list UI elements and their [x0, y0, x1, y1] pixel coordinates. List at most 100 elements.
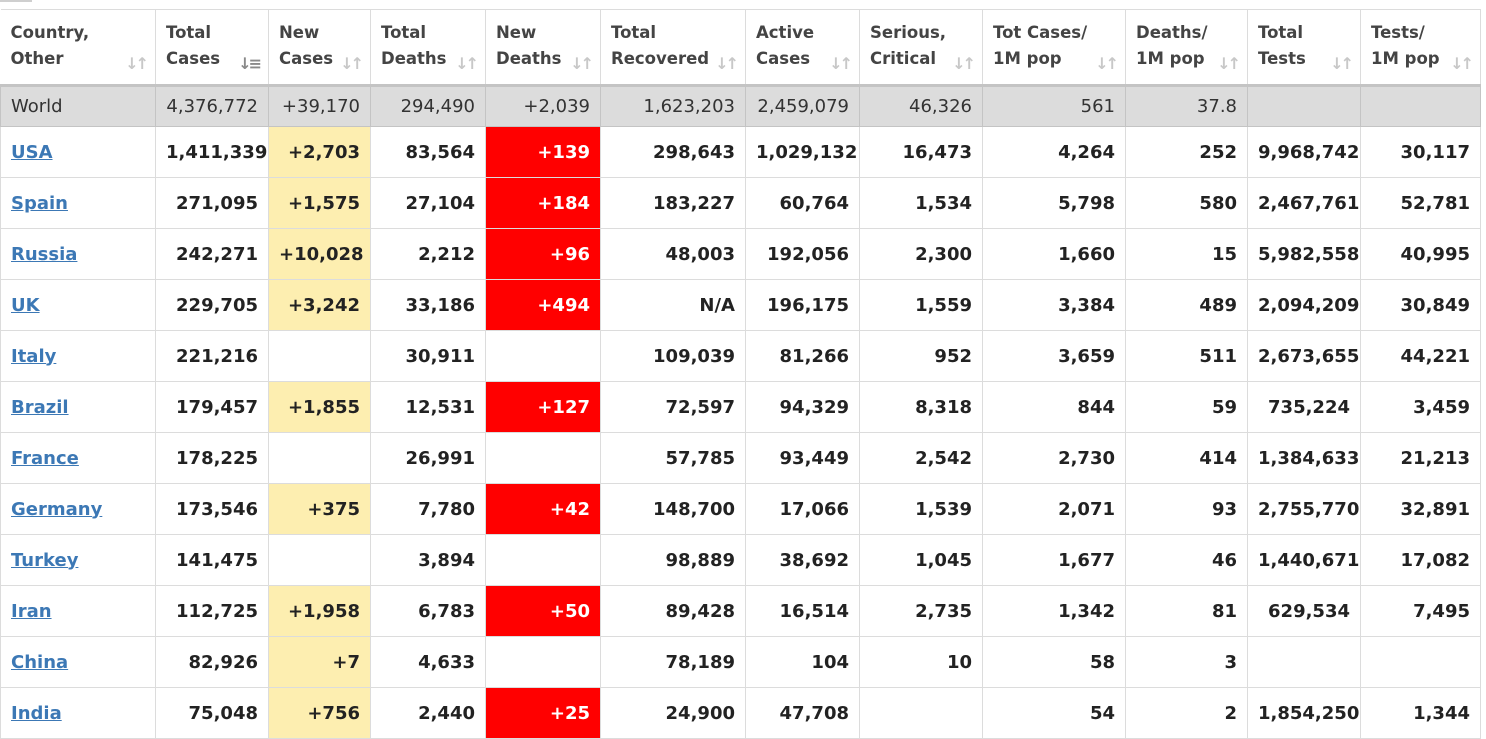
column-header-active-cases[interactable]: Active Cases ↓↑ — [745, 9, 860, 86]
cell-new-deaths: +184 — [485, 177, 601, 229]
cell-tests-per-1m: 21,213 — [1360, 432, 1481, 484]
sort-arrows-icon[interactable]: ↓↑ — [570, 54, 594, 73]
cell-deaths-per-1m: 3 — [1125, 636, 1248, 688]
country-link[interactable]: Italy — [11, 345, 57, 367]
cell-new-cases — [268, 432, 371, 484]
column-header-deaths-per-1m[interactable]: Deaths/1M pop ↓↑ — [1125, 9, 1248, 86]
cell-tot-cases-per-1m: 561 — [982, 84, 1126, 127]
cell-total-deaths: 27,104 — [370, 177, 486, 229]
header-label-line2: Deaths — [381, 49, 447, 68]
cell-total-tests: 9,968,742 — [1247, 126, 1361, 178]
cell-total-deaths: 33,186 — [370, 279, 486, 331]
sort-arrows-icon[interactable]: ↓↑ — [1217, 54, 1241, 73]
cell-new-deaths — [485, 330, 601, 382]
column-header-total-deaths[interactable]: Total Deaths ↓↑ — [370, 9, 486, 86]
cell-new-deaths: +50 — [485, 585, 601, 637]
cell-total-deaths: 30,911 — [370, 330, 486, 382]
cell-new-deaths — [485, 636, 601, 688]
cell-serious-critical: 46,326 — [859, 84, 983, 127]
sort-arrows-icon[interactable]: ↓↑ — [952, 54, 976, 73]
cell-deaths-per-1m: 59 — [1125, 381, 1248, 433]
column-header-new-cases[interactable]: New Cases ↓↑ — [268, 9, 371, 86]
cell-serious-critical: 1,534 — [859, 177, 983, 229]
column-header-country[interactable]: Country, Other ↓↑ — [0, 9, 156, 86]
cell-serious-critical: 2,735 — [859, 585, 983, 637]
country-link[interactable]: France — [11, 447, 79, 469]
country-row-uk: UK 229,705 +3,242 33,186 +494 N/A 196,175 1,559… — [0, 279, 1481, 331]
country-link[interactable]: USA — [11, 141, 53, 163]
cell-tot-cases-per-1m: 58 — [982, 636, 1126, 688]
cell-active-cases: 196,175 — [745, 279, 860, 331]
sort-arrows-icon[interactable]: ↓↑ — [1450, 54, 1474, 73]
country-row-china: China 82,926 +7 4,633 78,189 104 10 58 3 — [0, 636, 1481, 688]
country-row-iran: Iran 112,725 +1,958 6,783 +50 89,428 16,514 2,7… — [0, 585, 1481, 637]
cell-total-deaths: 7,780 — [370, 483, 486, 535]
cell-tot-cases-per-1m: 1,660 — [982, 228, 1126, 280]
cell-serious-critical — [859, 687, 983, 739]
cell-total-cases: 179,457 — [155, 381, 269, 433]
header-label-line2: 1M pop — [1136, 49, 1205, 68]
country-row-germany: Germany 173,546 +375 7,780 +42 148,700 17,066 1… — [0, 483, 1481, 535]
country-link[interactable]: UK — [11, 294, 40, 316]
sort-desc-icon[interactable]: ↓≡ — [238, 54, 262, 73]
cell-new-cases: +7 — [268, 636, 371, 688]
cell-tot-cases-per-1m: 2,730 — [982, 432, 1126, 484]
country-link[interactable]: Germany — [11, 498, 103, 520]
cell-new-cases — [268, 534, 371, 586]
cell-new-deaths: +127 — [485, 381, 601, 433]
cell-country: World — [0, 84, 156, 127]
cell-total-tests: 1,384,633 — [1247, 432, 1361, 484]
header-label-line2: 1M pop — [993, 49, 1062, 68]
sort-arrows-icon[interactable]: ↓↑ — [829, 54, 853, 73]
country-link[interactable]: India — [11, 702, 62, 724]
cell-total-tests: 1,440,671 — [1247, 534, 1361, 586]
world-row: World 4,376,772 +39,170 294,490 +2,039 1,623,… — [0, 84, 1481, 127]
cell-new-cases: +2,703 — [268, 126, 371, 178]
column-header-new-deaths[interactable]: New Deaths ↓↑ — [485, 9, 601, 86]
cell-new-cases: +756 — [268, 687, 371, 739]
cell-serious-critical: 1,045 — [859, 534, 983, 586]
sort-arrows-icon[interactable]: ↓↑ — [1330, 54, 1354, 73]
sort-arrows-icon[interactable]: ↓↑ — [1095, 54, 1119, 73]
country-link[interactable]: Russia — [11, 243, 78, 265]
cell-total-cases: 242,271 — [155, 228, 269, 280]
cell-country: Italy — [0, 330, 156, 382]
country-link[interactable]: Turkey — [11, 549, 79, 571]
cell-tot-cases-per-1m: 54 — [982, 687, 1126, 739]
column-header-serious-critical[interactable]: Serious, Critical ↓↑ — [859, 9, 983, 86]
cell-total-tests: 2,755,770 — [1247, 483, 1361, 535]
country-link[interactable]: Iran — [11, 600, 52, 622]
country-link[interactable]: China — [11, 651, 69, 673]
country-link[interactable]: Spain — [11, 192, 68, 214]
column-header-tot-cases-per-1m[interactable]: Tot Cases/1M pop ↓↑ — [982, 9, 1126, 86]
cell-active-cases: 47,708 — [745, 687, 860, 739]
cell-total-recovered: 98,889 — [600, 534, 746, 586]
cell-total-cases: 271,095 — [155, 177, 269, 229]
header-label-line1: Tot Cases/ — [993, 23, 1088, 42]
column-header-total-recovered[interactable]: Total Recovered ↓↑ — [600, 9, 746, 86]
country-row-usa: USA 1,411,339 +2,703 83,564 +139 298,643 1,029… — [0, 126, 1481, 178]
sort-arrows-icon[interactable]: ↓↑ — [715, 54, 739, 73]
header-label-line1: New — [279, 23, 320, 42]
cell-total-deaths: 12,531 — [370, 381, 486, 433]
cell-total-recovered: 72,597 — [600, 381, 746, 433]
column-header-total-cases[interactable]: Total Cases ↓≡ — [155, 9, 269, 86]
cell-new-deaths: +139 — [485, 126, 601, 178]
column-header-tests-per-1m[interactable]: Tests/1M pop ↓↑ — [1360, 9, 1481, 86]
sort-arrows-icon[interactable]: ↓↑ — [125, 54, 149, 73]
cell-tot-cases-per-1m: 1,677 — [982, 534, 1126, 586]
cell-active-cases: 2,459,079 — [745, 84, 860, 127]
cell-total-recovered: 78,189 — [600, 636, 746, 688]
country-link[interactable]: Brazil — [11, 396, 69, 418]
sort-arrows-icon[interactable]: ↓↑ — [455, 54, 479, 73]
cell-country: France — [0, 432, 156, 484]
cell-total-recovered: 298,643 — [600, 126, 746, 178]
sort-arrows-icon[interactable]: ↓↑ — [340, 54, 364, 73]
cell-active-cases: 104 — [745, 636, 860, 688]
country-row-turkey: Turkey 141,475 3,894 98,889 38,692 1,045 1,677… — [0, 534, 1481, 586]
cell-total-deaths: 4,633 — [370, 636, 486, 688]
cell-country: Germany — [0, 483, 156, 535]
cell-new-cases: +1,958 — [268, 585, 371, 637]
column-header-total-tests[interactable]: Total Tests ↓↑ — [1247, 9, 1361, 86]
cell-active-cases: 192,056 — [745, 228, 860, 280]
